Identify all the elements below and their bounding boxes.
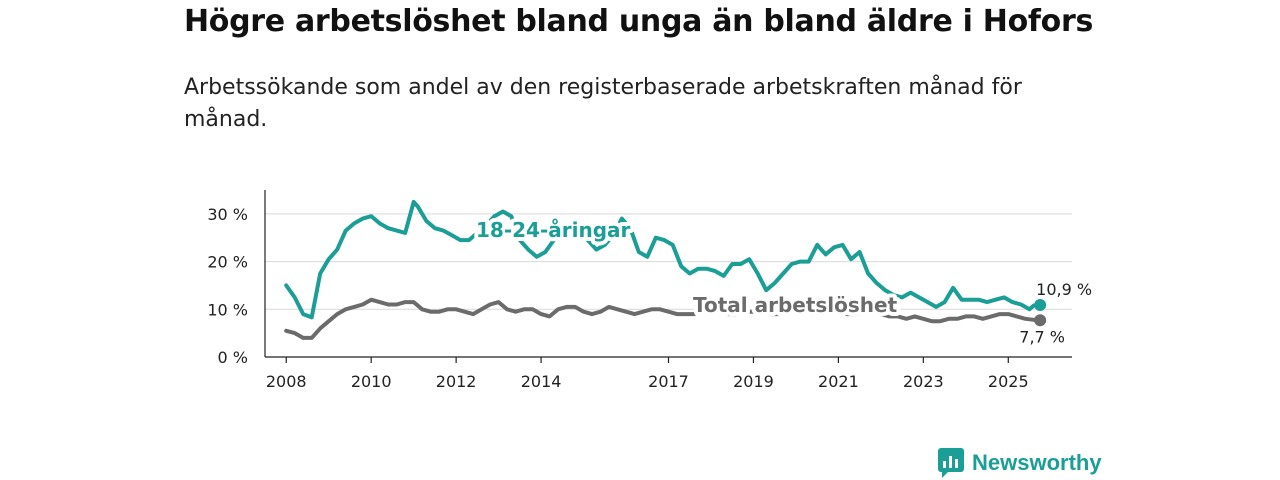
x-tick-label: 2008	[266, 372, 307, 391]
x-tick-label: 2023	[903, 372, 944, 391]
x-tick-label: 2021	[818, 372, 859, 391]
x-tick-label: 2014	[521, 372, 562, 391]
youth-line-series	[284, 199, 1043, 320]
total-line-end-dot	[1034, 314, 1047, 327]
y-tick-label: 10 %	[207, 300, 248, 319]
y-tick-label: 20 %	[207, 253, 248, 272]
y-tick-label: 0 %	[218, 348, 248, 367]
brand-name: Newsworthy	[972, 450, 1102, 475]
newsworthy-logo-icon	[938, 448, 964, 478]
x-tick-label: 2025	[988, 372, 1029, 391]
chart-title: Högre arbetslöshet bland unga än bland ä…	[184, 4, 1094, 39]
brand-logo: Newsworthy	[938, 448, 1102, 478]
total-line-series	[284, 297, 1043, 340]
youth-series-label: 18-24-åringar	[476, 218, 631, 242]
youth-end-value-label: 10,9 %	[1036, 280, 1092, 299]
total-end-value-label: 7,7 %	[1019, 327, 1065, 346]
x-tick-label: 2019	[733, 372, 774, 391]
y-tick-label: 30 %	[207, 205, 248, 224]
chart-subtitle: Arbetssökande som andel av den registerb…	[184, 75, 1022, 132]
youth-line-end-dot	[1034, 298, 1047, 311]
x-tick-label: 2017	[648, 372, 689, 391]
x-tick-label: 2012	[436, 372, 477, 391]
x-tick-label: 2010	[351, 372, 392, 391]
total-series-label: Total arbetslöshet	[693, 293, 898, 317]
